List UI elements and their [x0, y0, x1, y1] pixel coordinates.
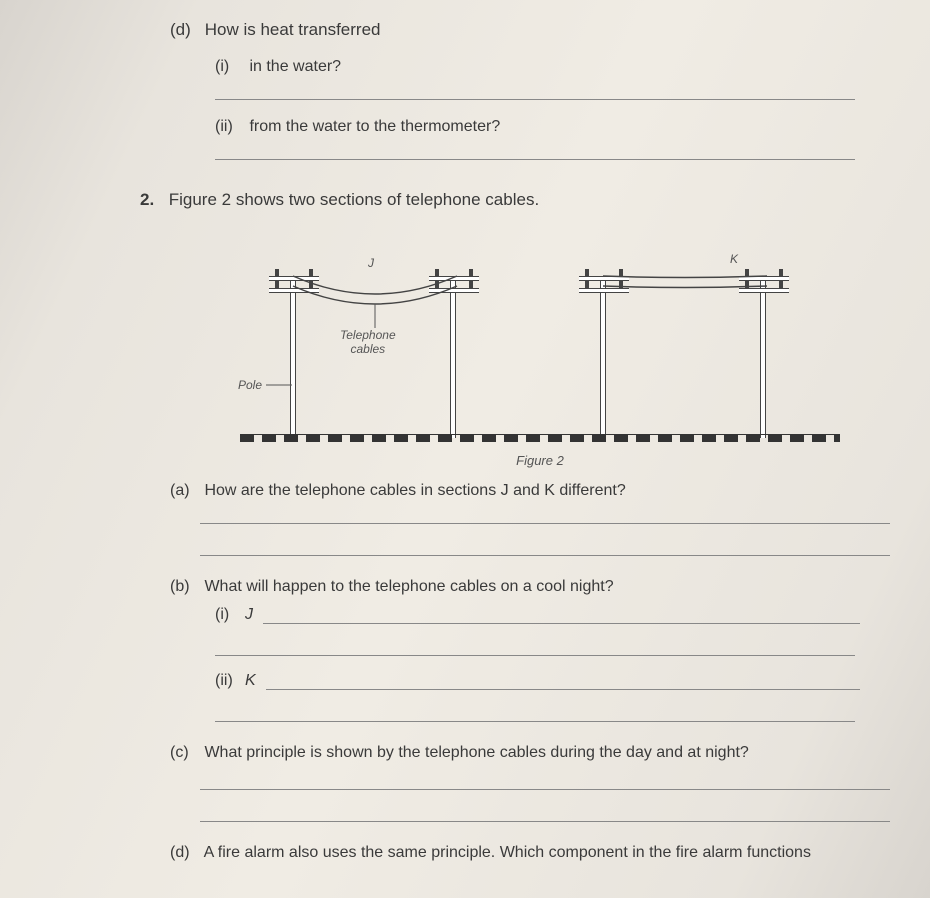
q2b-ii: (ii) K	[215, 672, 900, 690]
q1d-ii-label: (ii)	[215, 118, 245, 136]
answer-line	[266, 689, 860, 690]
pointer-line	[370, 304, 380, 330]
q2a: (a) How are the telephone cables in sect…	[170, 482, 900, 500]
figure-caption: Figure 2	[240, 453, 840, 468]
answer-line	[200, 804, 890, 822]
answer-line	[200, 538, 890, 556]
label-j: J	[368, 256, 374, 270]
q2-intro: Figure 2 shows two sections of telephone…	[169, 190, 539, 209]
answer-line	[215, 82, 855, 100]
q1d-label: (d)	[170, 20, 200, 40]
ground	[240, 434, 840, 442]
answer-line	[200, 506, 890, 524]
label-cables: Telephone cables	[340, 328, 396, 356]
label-pole: Pole	[238, 378, 262, 392]
answer-line	[215, 638, 855, 656]
q2b-i: (i) J	[215, 606, 900, 624]
q1d-ii-text: from the water to the thermometer?	[249, 118, 500, 135]
q2d-text: A fire alarm also uses the same principl…	[204, 844, 811, 861]
q2: 2. Figure 2 shows two sections of teleph…	[140, 190, 900, 210]
q2b-label: (b)	[170, 578, 200, 596]
q2a-label: (a)	[170, 482, 200, 500]
q2b: (b) What will happen to the telephone ca…	[170, 578, 900, 596]
answer-line	[215, 704, 855, 722]
q1d-i-text: in the water?	[249, 58, 341, 75]
label-k: K	[730, 252, 738, 266]
q1d: (d) How is heat transferred	[170, 20, 900, 40]
q2-num: 2.	[140, 190, 164, 210]
q2d-label: (d)	[170, 844, 200, 862]
q2b-ii-text: K	[245, 672, 256, 690]
answer-line	[263, 623, 860, 624]
q2c: (c) What principle is shown by the telep…	[170, 744, 900, 762]
pole	[760, 278, 766, 438]
q2b-i-label: (i)	[215, 606, 245, 624]
q2c-text: What principle is shown by the telephone…	[204, 744, 748, 761]
q2b-i-text: J	[245, 606, 253, 624]
q1d-ii: (ii) from the water to the thermometer?	[215, 118, 900, 136]
cable-k	[600, 272, 770, 302]
answer-line	[200, 772, 890, 790]
q2b-text: What will happen to the telephone cables…	[204, 578, 613, 595]
pointer-line	[266, 384, 292, 386]
q1d-text: How is heat transferred	[205, 20, 381, 39]
q1d-i-label: (i)	[215, 58, 245, 76]
q2a-text: How are the telephone cables in sections…	[204, 482, 625, 499]
q2d: (d) A fire alarm also uses the same prin…	[170, 844, 900, 862]
q1d-i: (i) in the water?	[215, 58, 900, 76]
figure-2: J K Telephone cables Pole Figure 2	[240, 228, 840, 468]
q2c-label: (c)	[170, 744, 200, 762]
answer-line	[215, 142, 855, 160]
pole	[600, 278, 606, 438]
q2b-ii-label: (ii)	[215, 672, 245, 690]
